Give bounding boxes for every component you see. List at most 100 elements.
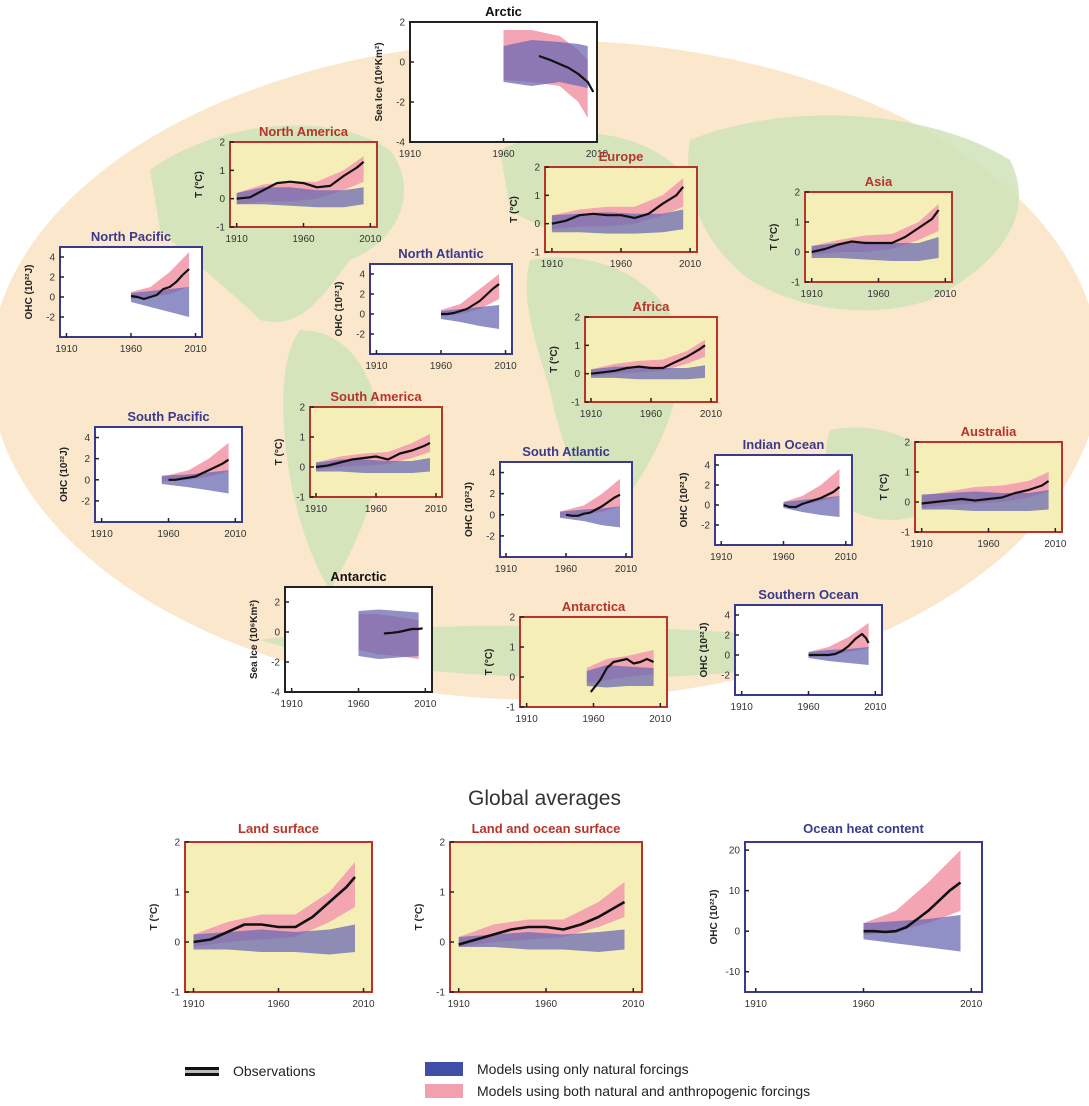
x-tick-label: 1960 — [610, 259, 633, 270]
y-tick-label: 0 — [299, 463, 305, 474]
y-axis-label: T (°C) — [879, 474, 890, 501]
x-tick-label: 1960 — [492, 149, 515, 160]
y-axis-label: OHC (10²²J) — [59, 447, 70, 502]
y-tick-label: -2 — [46, 313, 55, 324]
panel-title: Land and ocean surface — [472, 821, 621, 836]
y-tick-label: 10 — [729, 886, 741, 897]
band-natural-and-anthropogenic — [808, 623, 869, 657]
y-tick-label: 0 — [174, 938, 180, 949]
x-tick-label: 2010 — [359, 234, 382, 245]
panel-title: South Pacific — [127, 409, 209, 424]
x-tick-label: 2010 — [352, 999, 375, 1010]
y-axis-label: T (°C) — [414, 904, 425, 931]
y-tick-label: 2 — [509, 613, 515, 624]
y-tick-label: 2 — [534, 163, 540, 174]
chart-south-pacific: South Pacific 1910 1960 2010 4 2 0 -2 OHC (10²²J… — [59, 409, 247, 540]
observations-line — [383, 627, 423, 635]
y-axis-label: T (°C) — [769, 224, 780, 251]
x-tick-label: 1910 — [281, 699, 304, 710]
x-tick-label: 2010 — [835, 552, 858, 563]
y-tick-label: 2 — [174, 838, 180, 849]
chart-australia: Australia 1910 1960 2010 2 1 0 -1 T (°C) — [879, 424, 1067, 550]
observations-line — [808, 632, 870, 657]
y-tick-label: -2 — [486, 531, 495, 542]
y-tick-label: 2 — [84, 454, 90, 465]
y-tick-label: 2 — [299, 403, 305, 414]
panel-title: Africa — [633, 299, 671, 314]
x-tick-label: 2010 — [615, 564, 638, 575]
y-tick-label: 1 — [174, 888, 180, 899]
chart-north-atlantic: North Atlantic 1910 1960 2010 4 2 0 -2 OHC (10²²… — [334, 246, 517, 372]
panel-title: South America — [330, 389, 422, 404]
x-tick-label: 1960 — [430, 361, 453, 372]
y-axis-label: T (°C) — [149, 904, 160, 931]
band-natural-only — [503, 40, 588, 88]
y-tick-label: 0 — [49, 293, 55, 304]
band-natural-only — [193, 924, 355, 955]
observations-line — [315, 442, 431, 469]
x-tick-label: 1910 — [495, 564, 518, 575]
y-tick-label: 1 — [299, 433, 305, 444]
panel-title: Indian Ocean — [743, 437, 825, 452]
legend-natural-label: Models using only natural forcings — [477, 1061, 689, 1077]
x-tick-label: 2010 — [224, 529, 247, 540]
x-tick-label: 1960 — [365, 504, 388, 515]
panel-north-pacific: North Pacific 1910 1960 2010 4 2 0 -2 OHC (10²²J… — [15, 225, 210, 365]
band-natural-and-anthropogenic — [458, 882, 625, 947]
panel-title: Australia — [961, 424, 1017, 439]
y-tick-label: -1 — [531, 248, 540, 259]
panel-south-atlantic: South Atlantic 1910 1960 2010 4 2 0 -2 OHC (10²²… — [455, 440, 640, 585]
observations-line — [590, 344, 706, 375]
x-tick-label: 1910 — [516, 714, 539, 725]
x-tick-label: 2010 — [184, 344, 207, 355]
panel-title: North Pacific — [91, 229, 171, 244]
panel-africa: Africa 1910 1960 2010 2 1 0 -1 T (°C) — [540, 295, 725, 430]
y-tick-label: -1 — [571, 398, 580, 409]
chart-arctic: Arctic 1910 1960 2010 2 0 -2 -4 Sea Ice (10⁶Km²) — [374, 4, 609, 160]
observations-line — [130, 268, 190, 301]
observations-line — [441, 283, 500, 316]
y-axis-label: T (°C) — [274, 439, 285, 466]
y-tick-label: 4 — [84, 433, 90, 444]
observations-line — [458, 900, 626, 946]
y-tick-label: -1 — [296, 493, 305, 504]
chart-north-pacific: North Pacific 1910 1960 2010 4 2 0 -2 OHC (10²²J… — [24, 229, 207, 355]
y-axis-label: OHC (10²²J) — [334, 281, 345, 336]
observations-line — [551, 186, 685, 225]
y-tick-label: -2 — [271, 658, 280, 669]
band-natural-only — [441, 305, 500, 329]
y-tick-label: 4 — [704, 461, 710, 472]
y-tick-label: 0 — [489, 510, 495, 521]
y-tick-label: 4 — [724, 611, 730, 622]
y-tick-label: -1 — [216, 223, 225, 234]
band-natural-only — [586, 665, 654, 688]
x-tick-label: 1960 — [852, 999, 875, 1010]
y-tick-label: 0 — [734, 927, 740, 938]
legend-natural: Models using only natural forcings — [425, 1061, 689, 1077]
band-natural-only — [358, 609, 419, 659]
y-tick-label: 2 — [359, 290, 365, 301]
y-tick-label: 2 — [724, 631, 730, 642]
x-tick-label: 1960 — [157, 529, 180, 540]
panel-south-pacific: South Pacific 1910 1960 2010 4 2 0 -2 OHC (10²²J… — [50, 405, 250, 550]
y-axis-label: OHC (10²²J) — [699, 622, 710, 677]
panel-antarctica: Antarctica 1910 1960 2010 2 1 0 -1 T (°C) — [475, 595, 675, 735]
legend-observations: Observations — [185, 1063, 315, 1079]
band-natural-only — [783, 496, 840, 517]
panel-southern-ocean: Southern Ocean 1910 1960 2010 4 2 0 -2 OHC (10²²… — [690, 583, 890, 723]
y-tick-label: 2 — [439, 838, 445, 849]
y-tick-label: 0 — [509, 673, 515, 684]
x-tick-label: 1960 — [797, 702, 820, 713]
panel-title: Antarctic — [330, 569, 386, 584]
y-axis-label: T (°C) — [509, 196, 520, 223]
panel-land-and-ocean-surface: Land and ocean surface 1910 1960 2010 2 1 0 -1 T… — [405, 820, 650, 1020]
y-axis-label: T (°C) — [194, 171, 205, 198]
y-tick-label: 0 — [359, 310, 365, 321]
band-natural-only — [458, 929, 625, 952]
band-natural-only — [560, 506, 620, 528]
observations-line — [193, 876, 356, 944]
panel-title: Arctic — [485, 4, 522, 19]
y-tick-label: 2 — [399, 18, 405, 29]
chart-europe: Europe 1910 1960 2010 2 1 0 -1 T (°C) — [509, 149, 702, 270]
y-tick-label: 0 — [574, 369, 580, 380]
